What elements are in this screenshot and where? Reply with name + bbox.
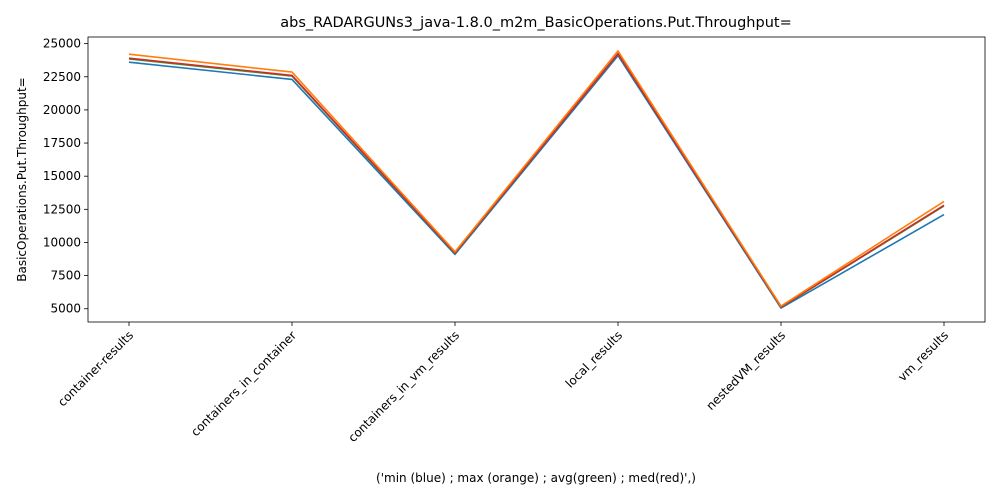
- series-line-3: [128, 50, 945, 307]
- x-axis-label: ('min (blue) ; max (orange) ; avg(green)…: [376, 471, 696, 485]
- chart-title: abs_RADARGUNs3_java-1.8.0_m2m_BasicOpera…: [280, 15, 791, 31]
- plot-frame: [87, 36, 986, 323]
- series-line-2: [128, 52, 945, 308]
- y-tick-label: 22500: [43, 70, 81, 84]
- series-line-0: [128, 54, 945, 309]
- y-axis-label: BasicOperations.Put.Throughput=: [15, 77, 29, 281]
- y-tick-label: 5000: [50, 302, 81, 316]
- x-tick-label: nestedVM_results: [703, 328, 788, 413]
- y-tick-label: 17500: [43, 136, 81, 150]
- x-tick-label: containers_in_container: [188, 328, 299, 439]
- series-line-1: [128, 52, 945, 309]
- series-layer: [128, 50, 945, 309]
- y-tick-label: 7500: [50, 269, 81, 283]
- y-tick-label: 12500: [43, 202, 81, 216]
- x-tick-label: local_results: [563, 328, 625, 390]
- y-axis-ticks: 5000 7500 10000 12500 15000 17500 20000 22500 25…: [43, 37, 88, 316]
- y-tick-label: 20000: [43, 103, 81, 117]
- y-tick-label: 25000: [43, 37, 81, 51]
- y-tick-label: 15000: [43, 169, 81, 183]
- x-tick-label: vm_results: [895, 328, 951, 384]
- x-tick-label: container-results: [55, 328, 136, 409]
- x-tick-label: containers_in_vm_results: [345, 328, 462, 445]
- x-axis-ticks: container-results containers_in_container…: [55, 322, 951, 445]
- y-tick-label: 10000: [43, 235, 81, 249]
